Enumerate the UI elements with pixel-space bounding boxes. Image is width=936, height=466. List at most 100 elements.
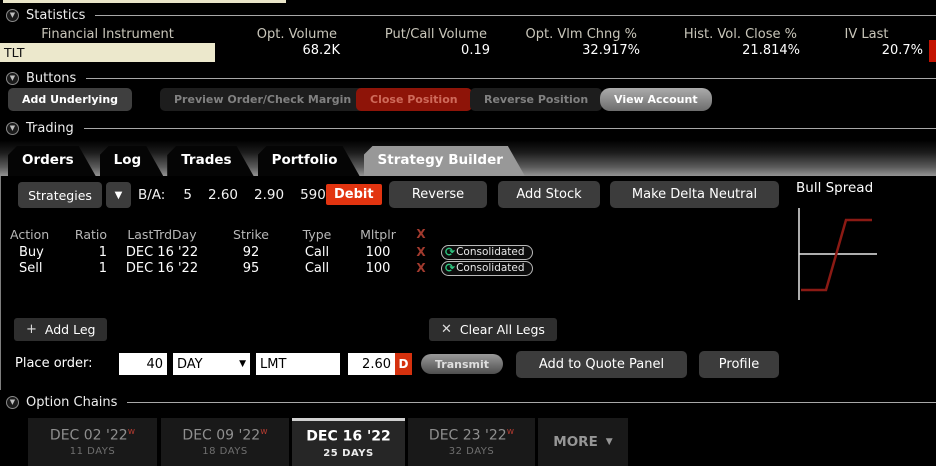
chevron-down-icon: ▼ xyxy=(239,359,246,369)
expiry-tab-dec09[interactable]: DEC 09 '22w 18 DAYS xyxy=(161,418,289,466)
collapse-statistics-icon[interactable]: ▼ xyxy=(6,8,19,22)
section-divider xyxy=(86,77,936,79)
opt-volume-value: 68.2K xyxy=(302,43,340,58)
reverse-position-button[interactable]: Reverse Position xyxy=(470,88,603,111)
close-position-button[interactable]: Close Position xyxy=(356,88,472,111)
payoff-chart-title: Bull Spread xyxy=(796,180,874,196)
ba-size2: 590 xyxy=(300,187,326,203)
consolidated-label: Consolidated xyxy=(456,246,525,258)
consolidated-label: Consolidated xyxy=(456,262,525,274)
plus-icon: + xyxy=(26,322,37,337)
add-leg-button[interactable]: + Add Leg xyxy=(14,318,108,341)
clear-all-legs-button[interactable]: ✕ Clear All Legs xyxy=(429,318,557,341)
leg-strike: 95 xyxy=(242,260,260,276)
tif-select[interactable]: DAY ▼ xyxy=(173,353,250,375)
legs-table: Action Ratio LastTrdDay Strike Type Mltp… xyxy=(1,226,533,276)
tab-trades[interactable]: Trades xyxy=(167,146,253,176)
reverse-button[interactable]: Reverse xyxy=(389,181,487,208)
leg-action: Sell xyxy=(19,260,43,276)
buttons-section-header: ▼ Buttons xyxy=(6,70,936,86)
hdr-lasttrdday: LastTrdDay xyxy=(127,226,197,242)
tab-strategy-builder[interactable]: Strategy Builder xyxy=(364,146,525,176)
trading-section-header: ▼ Trading xyxy=(6,120,936,136)
ba-bid: 2.60 xyxy=(207,187,239,203)
col-opt-vlm-chng: Opt. Vlm Chng % xyxy=(525,27,637,42)
more-label: MORE xyxy=(553,434,598,450)
leg-action: Buy xyxy=(19,244,44,260)
ba-size: 5 xyxy=(183,187,192,203)
leg-type: Call xyxy=(304,244,330,260)
clear-all-legs-label: Clear All Legs xyxy=(459,322,545,337)
strategy-builder-panel: Strategies ▼ B/A: 5 2.60 2.90 590 Debit … xyxy=(0,176,936,390)
instrument-cell[interactable]: TLT xyxy=(0,43,215,62)
strategies-button[interactable]: Strategies xyxy=(18,182,102,208)
collapse-trading-icon[interactable]: ▼ xyxy=(6,121,19,135)
section-divider xyxy=(95,14,936,16)
order-type-input[interactable] xyxy=(256,353,340,375)
tab-portfolio[interactable]: Portfolio xyxy=(258,146,360,176)
make-delta-neutral-button[interactable]: Make Delta Neutral xyxy=(610,181,779,208)
option-chains-section-header: ▼ Option Chains xyxy=(6,394,936,410)
tif-value: DAY xyxy=(177,356,203,372)
collapse-buttons-icon[interactable]: ▼ xyxy=(6,71,19,85)
trading-tab-bar: Orders Log Trades Portfolio Strategy Bui… xyxy=(0,140,936,176)
leg-mltplr: 100 xyxy=(365,244,391,260)
leg-type: Call xyxy=(304,260,330,276)
quantity-input[interactable] xyxy=(119,353,167,375)
hdr-type: Type xyxy=(302,226,332,242)
x-icon: ✕ xyxy=(441,322,452,337)
option-chains-section-label: Option Chains xyxy=(26,394,118,410)
consolidated-badge[interactable]: ⟳ Consolidated xyxy=(441,260,533,276)
transmit-button[interactable]: Transmit xyxy=(421,354,503,374)
remove-leg-icon[interactable]: X xyxy=(416,261,426,275)
tab-orders[interactable]: Orders xyxy=(8,146,96,176)
leg-lasttrdday: DEC 16 '22 xyxy=(125,260,199,276)
leg-row-sell: Sell 1 DEC 16 '22 95 Call 100 X ⟳ Consol… xyxy=(1,260,533,276)
statistics-section-label: Statistics xyxy=(26,7,86,23)
leg-ratio: 1 xyxy=(98,244,107,260)
remove-leg-icon[interactable]: X xyxy=(416,245,426,259)
put-call-volume-value: 0.19 xyxy=(461,43,490,58)
ba-label: B/A: xyxy=(138,187,166,203)
consolidated-badge[interactable]: ⟳ Consolidated xyxy=(441,244,533,260)
refresh-icon: ⟳ xyxy=(445,245,456,259)
collapse-option-chains-icon[interactable]: ▼ xyxy=(6,395,19,409)
chevron-down-icon: ▼ xyxy=(605,437,613,447)
iv-last-value: 20.7% xyxy=(881,43,923,58)
statistics-section-header: ▼ Statistics xyxy=(6,7,936,23)
add-to-quote-panel-button[interactable]: Add to Quote Panel xyxy=(516,351,687,378)
leg-mltplr: 100 xyxy=(365,260,391,276)
preview-order-button[interactable]: Preview Order/Check Margin Impact xyxy=(160,88,412,111)
section-divider xyxy=(127,401,936,403)
add-stock-button[interactable]: Add Stock xyxy=(498,181,600,208)
hdr-action: Action xyxy=(10,226,50,242)
expiry-tab-dec02[interactable]: DEC 02 '22w 11 DAYS xyxy=(28,418,157,466)
tab-log[interactable]: Log xyxy=(100,146,164,176)
weekly-marker: w xyxy=(260,426,268,437)
remove-all-icon[interactable]: X xyxy=(416,227,426,241)
hist-vol-close-value: 21.814% xyxy=(742,43,800,58)
top-input-edge xyxy=(3,0,286,3)
price-input[interactable] xyxy=(348,353,395,375)
leg-lasttrdday: DEC 16 '22 xyxy=(125,244,199,260)
strategies-dropdown-icon[interactable]: ▼ xyxy=(106,182,131,208)
statistics-row: TLT 68.2K 0.19 32.917% 21.814% 20.7% xyxy=(0,43,928,62)
section-divider xyxy=(83,127,936,129)
expiry-tab-strip: DEC 02 '22w 11 DAYS DEC 09 '22w 18 DAYS … xyxy=(0,418,936,466)
profile-button[interactable]: Profile xyxy=(699,351,779,378)
buttons-section-label: Buttons xyxy=(26,70,77,86)
bid-ask-readout: B/A: 5 2.60 2.90 590 xyxy=(138,187,342,203)
days-to-expiry: 32 DAYS xyxy=(448,446,495,458)
col-iv-last: IV Last xyxy=(844,27,889,42)
add-underlying-button[interactable]: Add Underlying xyxy=(8,88,133,111)
expiry-tab-dec16[interactable]: DEC 16 '22 25 DAYS xyxy=(292,418,405,466)
right-edge-marker xyxy=(929,40,936,62)
hdr-strike: Strike xyxy=(233,226,269,242)
more-expiries-button[interactable]: MORE ▼ xyxy=(538,418,628,466)
opt-vlm-chng-value: 32.917% xyxy=(582,43,640,58)
view-account-button[interactable]: View Account xyxy=(600,88,712,111)
leg-row-buy: Buy 1 DEC 16 '22 92 Call 100 X ⟳ Consoli… xyxy=(1,244,533,260)
expiry-tab-dec23[interactable]: DEC 23 '22w 32 DAYS xyxy=(408,418,535,466)
trading-section-label: Trading xyxy=(26,120,74,136)
